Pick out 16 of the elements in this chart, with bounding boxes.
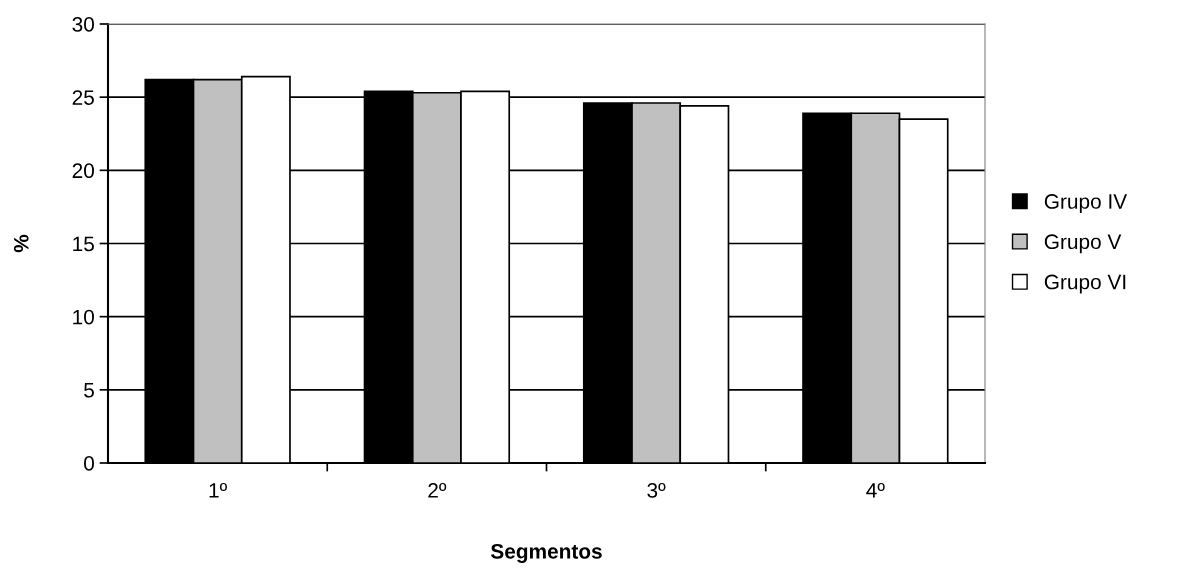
x-tick-label: 2º bbox=[428, 482, 447, 498]
y-tick-label: 20 bbox=[72, 163, 94, 179]
y-tick-label: 30 bbox=[72, 17, 94, 32]
x-tick-label: 3º bbox=[647, 482, 666, 498]
legend-label: Grupo V bbox=[1044, 234, 1122, 254]
y-tick-label: 25 bbox=[72, 90, 94, 105]
legend-label: Grupo IV bbox=[1044, 194, 1128, 213]
x-tick-label: 4º bbox=[866, 482, 885, 498]
y-tick-label: 0 bbox=[84, 456, 94, 471]
y-tick-label: 5 bbox=[84, 383, 94, 398]
x-tick-label: 1º bbox=[209, 482, 227, 498]
y-tick-label: 10 bbox=[73, 309, 94, 325]
legend-label: Grupo VI bbox=[1044, 274, 1126, 294]
x-axis-title: Segmentos bbox=[490, 543, 602, 563]
y-tick-label: 15 bbox=[73, 236, 94, 252]
y-axis-title: % bbox=[13, 234, 29, 253]
